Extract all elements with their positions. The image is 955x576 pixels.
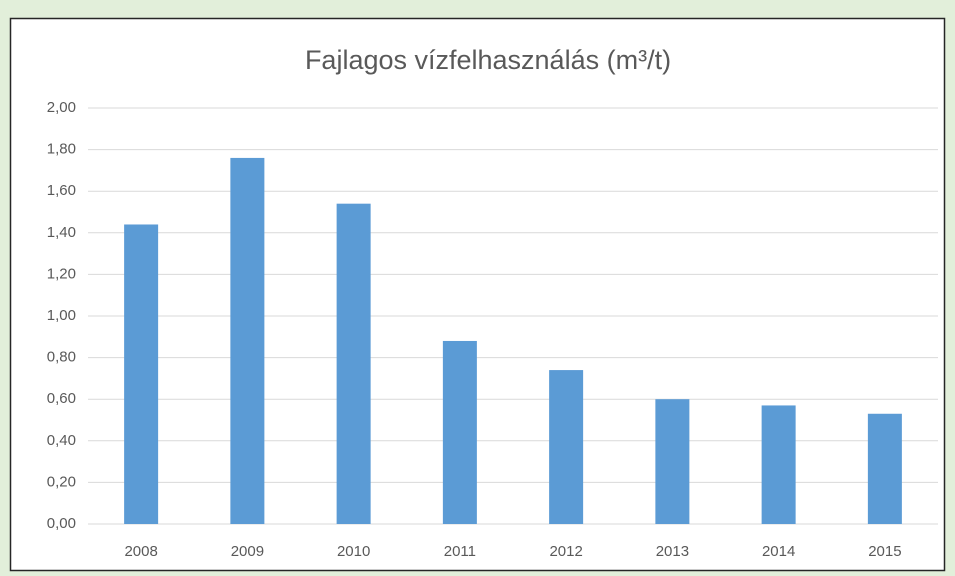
bar — [761, 405, 796, 524]
x-tick-label: 2013 — [656, 543, 689, 560]
bar — [336, 203, 371, 524]
x-tick-label: 2015 — [868, 543, 901, 560]
y-tick-label: 1,40 — [47, 224, 76, 241]
bar — [867, 413, 902, 524]
y-tick-label: 1,80 — [47, 141, 76, 158]
y-tick-label: 0,20 — [47, 473, 76, 490]
x-tick-label: 2009 — [231, 543, 264, 560]
y-tick-label: 2,00 — [47, 99, 76, 116]
chart-title: Fajlagos vízfelhasználás (m³/t) — [305, 45, 671, 75]
y-tick-label: 0,00 — [47, 515, 76, 532]
x-tick-label: 2010 — [337, 543, 370, 560]
bar — [230, 157, 265, 525]
bar — [549, 370, 584, 524]
y-tick-label: 0,80 — [47, 349, 76, 366]
bar — [655, 399, 690, 524]
x-tick-label: 2008 — [124, 543, 157, 560]
y-tick-label: 0,40 — [47, 432, 76, 449]
x-tick-label: 2011 — [444, 543, 476, 560]
bar — [124, 224, 159, 525]
y-tick-label: 0,60 — [47, 390, 76, 407]
bar — [442, 340, 477, 524]
y-tick-label: 1,60 — [47, 182, 76, 199]
y-tick-label: 1,00 — [47, 307, 76, 324]
y-tick-label: 1,20 — [47, 265, 76, 282]
x-tick-label: 2014 — [762, 543, 795, 560]
x-tick-label: 2012 — [549, 543, 582, 560]
